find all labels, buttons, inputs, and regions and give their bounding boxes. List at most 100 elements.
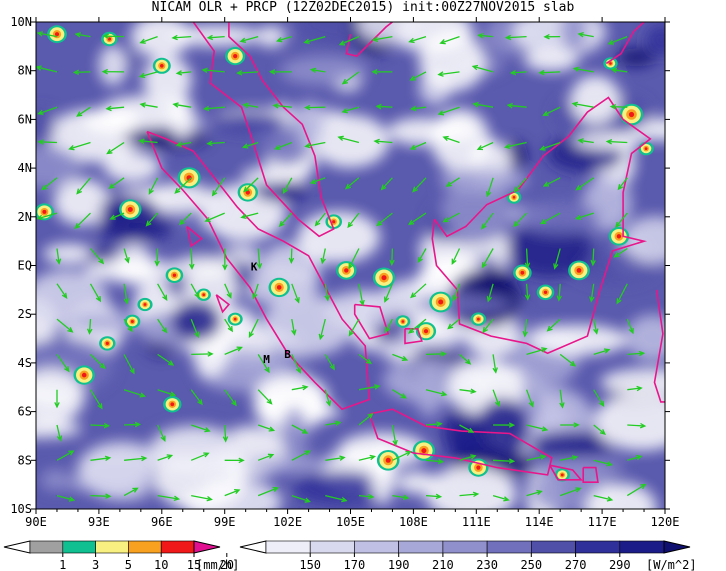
lon-tick-label: 114E	[525, 515, 554, 529]
wind-vector-arrow	[274, 141, 293, 150]
wind-vector-arrow	[425, 421, 443, 427]
wind-vector-arrow	[410, 283, 427, 299]
olr-cloud-blob	[43, 243, 96, 264]
wind-vector-arrow	[380, 177, 393, 191]
wind-vector-arrow	[190, 389, 203, 406]
colorbar-segment	[354, 540, 399, 554]
coastline	[192, 22, 335, 238]
colorbar-tick-label: 270	[565, 558, 587, 571]
precip-cell	[576, 268, 582, 273]
olr-cloud-blob	[441, 179, 512, 243]
wind-vector-arrow	[37, 139, 58, 145]
wind-vector-arrow	[476, 141, 494, 151]
wind-vector-arrow	[513, 177, 528, 193]
precip-cell	[202, 293, 205, 297]
wind-vector-arrow	[190, 452, 210, 461]
lon-tick-label: 102E	[273, 515, 302, 529]
lon-tick-label: 90E	[25, 515, 47, 529]
wind-vector-arrow	[425, 458, 445, 465]
wind-vector-arrow	[72, 69, 91, 75]
wind-vector-arrow	[610, 67, 628, 74]
location-marker: M	[263, 353, 270, 366]
wind-vector-arrow	[172, 102, 192, 108]
wind-vector-arrow	[560, 422, 580, 428]
wind-vector-arrow	[445, 177, 460, 187]
lat-tick-label: 4N	[18, 161, 32, 175]
olr-cloud-blob	[560, 22, 588, 53]
wind-vector-arrow	[175, 70, 192, 76]
wind-vector-arrow	[358, 384, 381, 391]
wind-vector-arrow	[102, 33, 125, 39]
precip-cell	[332, 220, 336, 224]
wind-vector-arrow	[108, 177, 125, 189]
wind-vector-arrow	[148, 177, 159, 195]
olr-colorbar: 150 170 190 210 230 250 270 290	[239, 540, 691, 571]
precip-cell	[127, 207, 133, 212]
wind-vector-arrow	[590, 248, 596, 267]
olr-cloud-blob	[476, 398, 530, 459]
wind-vector-arrow	[539, 141, 561, 151]
colorbar-segment	[398, 540, 444, 554]
wind-vector-arrow	[211, 177, 226, 197]
wind-vector-arrow	[609, 104, 628, 110]
wind-vector-arrow	[201, 67, 225, 74]
wind-vector-arrow	[559, 487, 582, 497]
colorbar-tick-label: 250	[520, 558, 542, 571]
coastline	[582, 466, 599, 483]
wind-vector-arrow	[504, 34, 527, 41]
coastline	[215, 294, 231, 314]
wind-vector-arrow	[409, 71, 427, 81]
wind-vector-arrow	[256, 248, 263, 270]
precip-cell	[170, 402, 175, 407]
wind-vector-arrow	[123, 487, 139, 497]
olr-cloud-blob	[356, 22, 420, 43]
wind-vector-arrow	[348, 248, 360, 270]
precip-cell	[401, 320, 405, 323]
coastline	[353, 303, 390, 340]
wind-vector-arrow	[90, 493, 112, 499]
wind-vector-arrow	[560, 455, 579, 461]
wind-vector-arrow	[157, 389, 177, 397]
chart-title: NICAM OLR + PRCP (12Z02DEC2015) init:00Z…	[151, 0, 575, 15]
wind-vector-arrow	[175, 141, 192, 148]
wind-vector-arrow	[157, 353, 175, 366]
wind-vector-arrow	[384, 283, 393, 303]
precip-cell	[160, 64, 164, 68]
olr-cloud-blob	[254, 383, 328, 432]
olr-cloud-blob	[36, 419, 82, 439]
lat-tick-label: 6N	[18, 112, 32, 126]
wind-vector-arrow	[54, 389, 60, 409]
wind-vector-arrow	[275, 35, 292, 43]
wind-vector-arrow	[320, 248, 326, 265]
wind-vector-arrow	[309, 67, 326, 73]
olr-cloud-blob	[279, 55, 368, 86]
wind-vector-arrow	[324, 283, 330, 302]
wind-vector-arrow	[492, 354, 498, 374]
colorbar-segment	[128, 540, 162, 554]
wind-vector-arrow	[373, 138, 393, 145]
precip-cell	[245, 190, 250, 195]
wind-vector-arrow	[124, 421, 142, 428]
wind-vector-arrow	[56, 450, 75, 461]
lat-tick-label: 6S	[18, 405, 32, 419]
olr-cloud-blob	[256, 26, 287, 47]
colorbar-tick-label: 10	[154, 558, 168, 571]
olr-cloud-blob	[246, 456, 332, 473]
wind-vector-arrow	[224, 346, 244, 356]
coastline	[186, 225, 203, 248]
olr-cloud-blob	[517, 200, 600, 235]
wind-vector-arrow	[303, 35, 326, 44]
wind-vector-arrow	[358, 283, 365, 307]
wind-vector-arrow	[385, 318, 393, 334]
wind-vector-arrow	[593, 348, 611, 356]
wind-vectors	[36, 31, 647, 503]
wind-vector-arrow	[109, 212, 125, 220]
wind-vector-arrow	[178, 212, 192, 226]
wind-vector-arrow	[538, 69, 561, 76]
wind-vector-arrow	[627, 422, 647, 429]
wind-vector-arrow	[291, 318, 297, 336]
coastline	[605, 22, 645, 65]
wind-vector-arrow	[627, 350, 646, 357]
wind-vector-arrow	[371, 69, 393, 75]
